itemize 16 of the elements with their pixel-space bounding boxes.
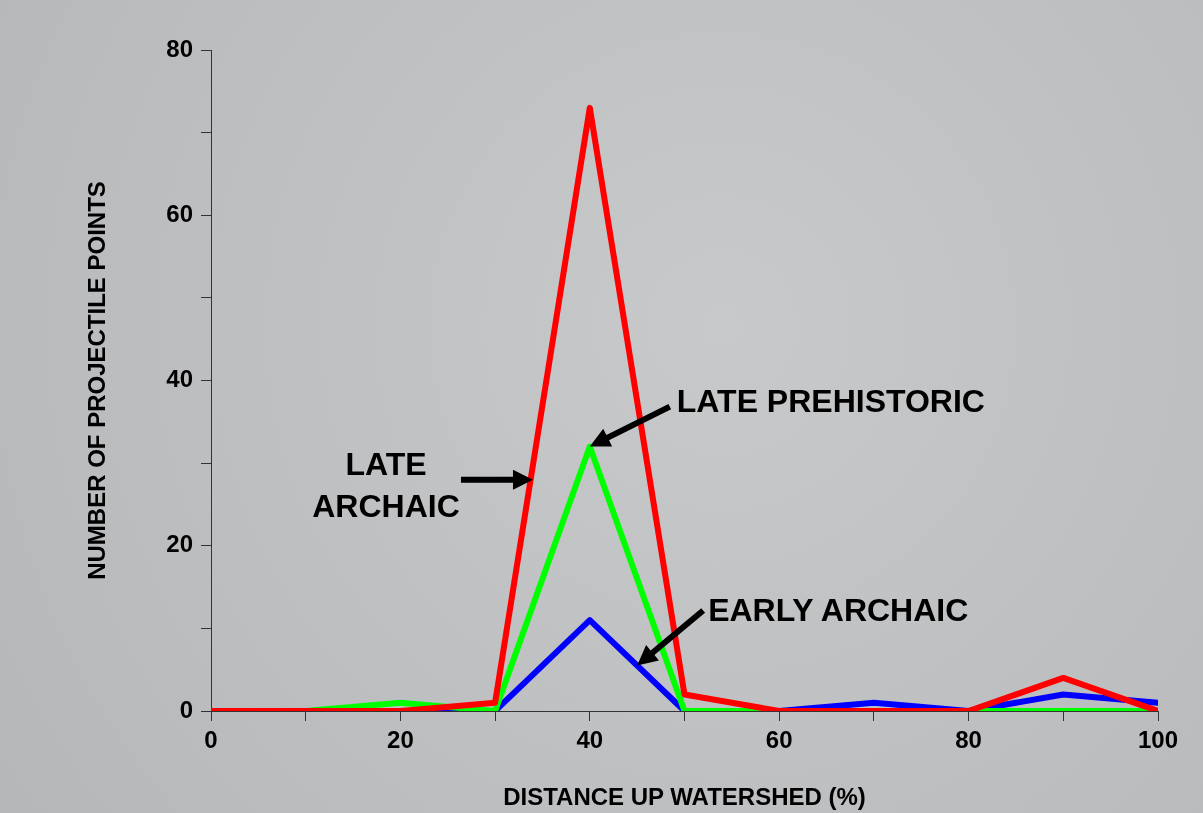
annotation: EARLY ARCHAIC	[708, 592, 969, 630]
x-tick-label: 60	[765, 726, 793, 754]
x-tick-label: 100	[1137, 726, 1179, 754]
y-tick-label: 60	[166, 199, 193, 227]
y-tick-label: 40	[166, 365, 193, 393]
annotation: LATE PREHISTORIC	[676, 383, 985, 421]
x-axis-title: DISTANCE UP WATERSHED (%)	[503, 783, 866, 811]
annotation: LATE ARCHAIC	[311, 444, 461, 526]
x-tick-label: 20	[387, 726, 414, 754]
x-tick-label: 80	[955, 726, 982, 754]
y-tick-label: 0	[179, 695, 193, 723]
y-axis-title: NUMBER OF PROJECTILE POINTS	[83, 181, 111, 580]
y-tick-label: 80	[166, 34, 193, 62]
x-tick-label: 40	[576, 726, 604, 754]
y-tick-label: 20	[166, 530, 193, 558]
x-tick-label: 0	[204, 726, 218, 754]
